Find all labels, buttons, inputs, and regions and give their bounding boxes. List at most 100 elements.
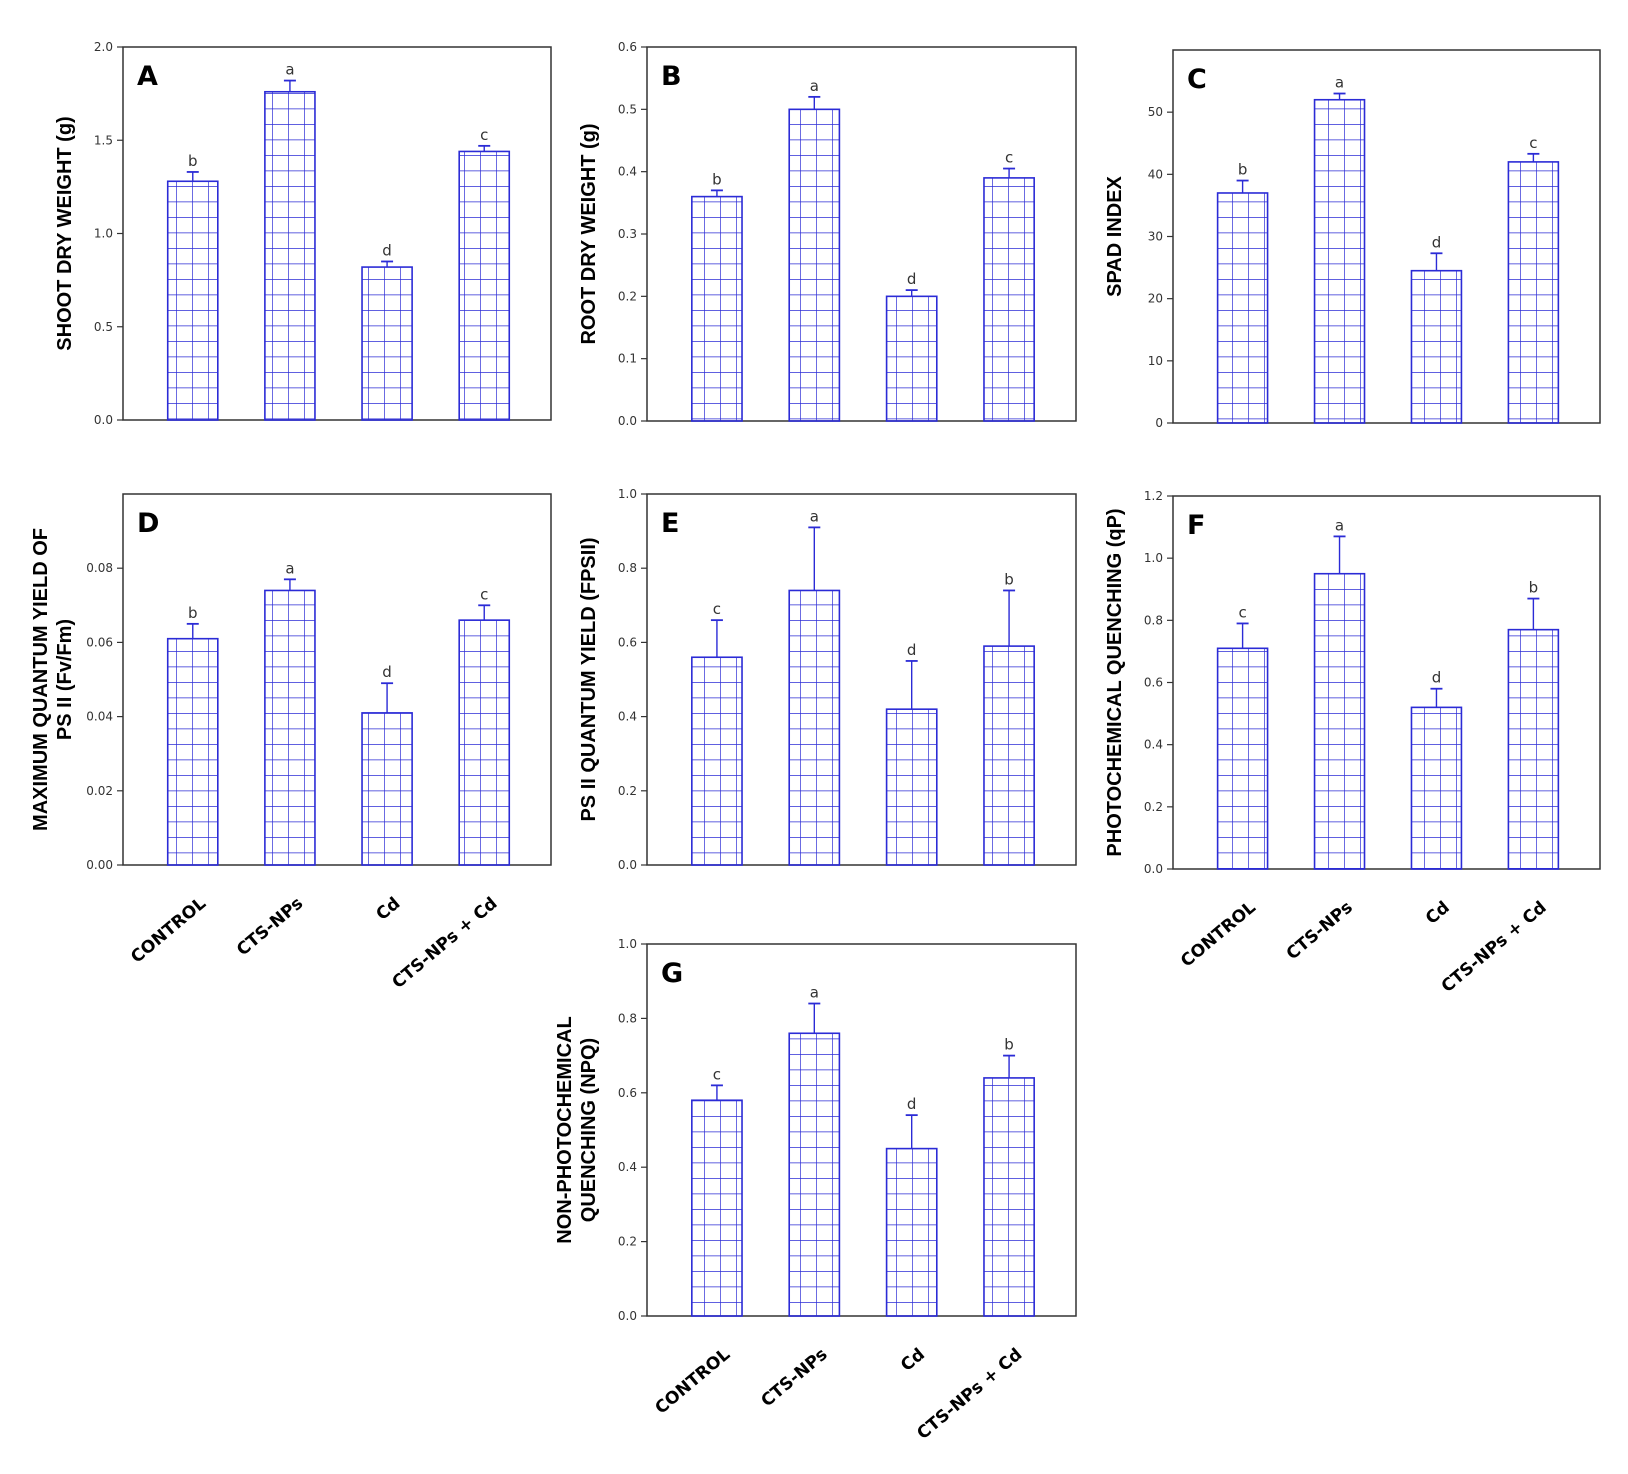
y-tick-label: 0.2	[618, 1235, 637, 1249]
y-tick-label: 1.0	[94, 227, 113, 241]
y-tick-label: 0.4	[618, 1160, 637, 1174]
y-tick-label: 0.4	[618, 165, 637, 179]
bar	[788, 108, 841, 422]
panel-d: 0.00 0.02 0.04 0.06 0.08 MAXIMUM QUANTUM YIEL…	[30, 493, 552, 993]
bar	[1507, 161, 1560, 424]
panel-letter: D	[137, 508, 159, 539]
y-axis-label: QUENCHING (NPQ)	[578, 1038, 600, 1222]
y-tick-label: 0.8	[1144, 613, 1163, 627]
y-tick-label: 0.5	[94, 320, 113, 334]
significance-letter: c	[1238, 603, 1246, 621]
y-tick-label: 1.0	[618, 937, 637, 951]
panel-letter: G	[661, 958, 683, 989]
significance-letter: b	[1004, 1036, 1014, 1054]
significance-letter: b	[1238, 161, 1248, 179]
bar	[983, 177, 1035, 422]
y-tick-label: 0.02	[86, 784, 113, 798]
plot-frame	[646, 943, 1077, 1317]
bar	[788, 1032, 841, 1317]
bar	[691, 1099, 743, 1317]
y-axis-label: SPAD INDEX	[1104, 175, 1126, 296]
bar	[1313, 572, 1366, 870]
significance-letter: d	[1432, 669, 1442, 687]
bar	[361, 266, 413, 421]
y-axis-label: PS II (Fv/Fm)	[54, 619, 76, 740]
bar	[166, 180, 219, 421]
significance-letter: d	[382, 663, 392, 681]
y-tick-label: 2.0	[94, 40, 113, 54]
y-tick-label: 0	[1155, 416, 1163, 430]
y-tick-label: 50	[1148, 105, 1163, 119]
significance-letter: c	[1005, 149, 1013, 167]
y-tick-label: 0.08	[86, 561, 113, 575]
y-tick-label: 0.06	[86, 635, 113, 649]
bar	[1313, 98, 1366, 424]
bar	[983, 645, 1035, 866]
plot-frame	[646, 493, 1077, 866]
y-tick-label: 0.6	[618, 1086, 637, 1100]
y-tick-label: 30	[1148, 230, 1163, 244]
x-tick-label: CTS-NPs + Cd	[1438, 898, 1551, 997]
panel-c: 0 10 20 30 40 50 SPAD INDEX Cb a d c	[1104, 49, 1601, 430]
x-tick-label: Cd	[373, 894, 405, 925]
panel-letter: B	[661, 61, 682, 92]
x-tick-label: CONTROL	[127, 893, 210, 967]
y-axis-label: SHOOT DRY WEIGHT (g)	[54, 116, 76, 350]
significance-letter: d	[907, 641, 917, 659]
significance-letter: c	[1529, 134, 1537, 152]
bar	[458, 619, 511, 866]
x-tick-label: CONTROL	[651, 1344, 734, 1418]
significance-letter: c	[713, 1065, 721, 1083]
x-tick-label: CONTROL	[1177, 897, 1260, 971]
y-tick-label: 20	[1148, 292, 1163, 306]
y-tick-label: 0.04	[86, 710, 113, 724]
y-tick-label: 0.6	[618, 635, 637, 649]
y-tick-label: 0.5	[618, 102, 637, 116]
significance-letter: b	[188, 604, 198, 622]
y-tick-label: 0.4	[618, 710, 637, 724]
bar	[885, 295, 938, 422]
y-tick-label: 1.0	[1144, 551, 1163, 565]
y-tick-label: 0.2	[618, 784, 637, 798]
bar	[788, 589, 841, 866]
x-tick-label: Cd	[897, 1345, 929, 1376]
significance-letter: a	[285, 61, 294, 79]
bar	[1216, 647, 1269, 870]
panel-letter: C	[1187, 64, 1207, 95]
bar	[1507, 628, 1560, 870]
x-tick-label: CTS-NPs	[1283, 898, 1357, 965]
bar	[166, 637, 219, 866]
y-tick-label: 0.0	[94, 413, 113, 427]
y-tick-label: 0.1	[618, 352, 637, 366]
bar	[361, 712, 413, 866]
y-tick-label: 0.8	[618, 561, 637, 575]
significance-letter: c	[713, 600, 721, 618]
y-tick-label: 10	[1148, 354, 1163, 368]
y-tick-label: 0.6	[1144, 676, 1163, 690]
y-tick-label: 0.6	[618, 40, 637, 54]
significance-letter: b	[188, 152, 198, 170]
y-tick-label: 0.0	[1144, 862, 1163, 876]
y-tick-label: 0.0	[618, 858, 637, 872]
x-tick-label: CTS-NPs + Cd	[389, 894, 502, 993]
y-tick-label: 0.2	[618, 289, 637, 303]
y-tick-label: 0.4	[1144, 738, 1163, 752]
x-tick-label: Cd	[1422, 898, 1454, 929]
significance-letter: a	[810, 507, 819, 525]
bar	[458, 150, 511, 421]
bar	[885, 1147, 938, 1317]
panel-a: 0.0 0.5 1.0 1.5 2.0 SHOOT DRY WEIGHT (g) Ab a d c	[54, 40, 552, 427]
significance-letter: d	[1432, 233, 1442, 251]
y-tick-label: 1.0	[618, 487, 637, 501]
significance-letter: b	[1529, 579, 1539, 597]
significance-letter: d	[382, 241, 392, 259]
significance-letter: a	[1335, 74, 1344, 92]
x-tick-label: CTS-NPs	[757, 1345, 831, 1412]
bar	[264, 589, 316, 866]
significance-letter: a	[1335, 516, 1344, 534]
y-tick-label: 0.00	[86, 858, 113, 872]
y-axis-label: PS II QUANTUM YIELD (FPSII)	[578, 537, 600, 821]
significance-letter: c	[480, 585, 488, 603]
x-tick-label: CTS-NPs	[233, 894, 307, 961]
